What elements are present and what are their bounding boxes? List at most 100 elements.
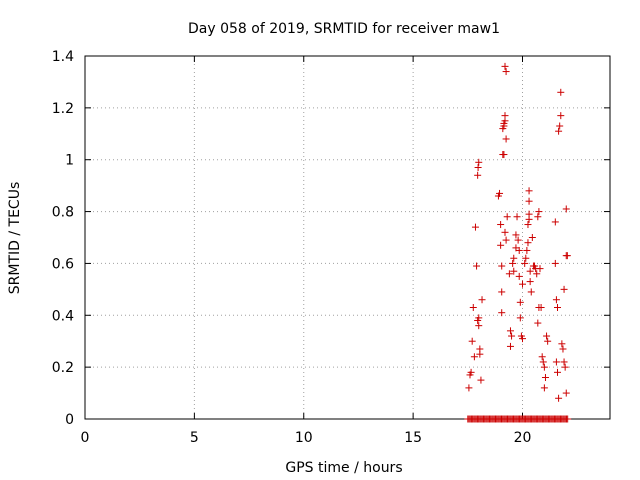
data-point — [552, 358, 560, 366]
data-point — [467, 368, 475, 376]
data-point — [537, 304, 545, 312]
data-point — [544, 337, 552, 345]
data-point — [528, 234, 536, 241]
data-point — [475, 158, 483, 166]
data-point — [538, 353, 546, 361]
data-point — [559, 345, 567, 353]
data-point — [502, 68, 510, 76]
data-point — [510, 267, 518, 275]
data-point — [551, 259, 559, 267]
grid-lines — [85, 56, 610, 419]
data-point — [554, 368, 561, 376]
data-point — [510, 254, 518, 262]
data-point — [496, 189, 504, 197]
y-tick-label: 0.8 — [52, 205, 74, 221]
axis-ticks: 0 0.2 0.4 0.6 0.8 1 1.2 1.4 0 5 10 15 20 — [52, 49, 610, 446]
data-point — [514, 236, 522, 244]
data-point — [503, 213, 511, 221]
data-points — [464, 62, 572, 423]
data-point — [523, 246, 531, 254]
data-point — [560, 285, 568, 293]
data-point — [552, 296, 560, 304]
data-point — [515, 246, 523, 254]
y-axis-label: SRMTID / TECUs — [7, 182, 23, 295]
data-point — [540, 384, 548, 392]
plot-frame — [84, 55, 611, 420]
data-point — [525, 197, 533, 205]
data-point — [469, 304, 477, 312]
data-point — [524, 221, 532, 229]
data-point — [512, 231, 520, 239]
data-point — [519, 335, 526, 343]
data-point — [536, 265, 544, 273]
data-point — [561, 363, 569, 371]
y-tick-label: 0 — [65, 412, 74, 428]
data-point — [477, 376, 485, 384]
data-point — [525, 187, 533, 195]
data-point — [474, 163, 482, 171]
y-tick-label: 0.6 — [52, 256, 74, 272]
data-point — [554, 304, 561, 312]
data-point — [498, 262, 506, 270]
data-point — [498, 309, 506, 317]
x-axis-label: GPS time / hours — [285, 460, 402, 476]
data-point — [513, 213, 521, 221]
data-point — [534, 319, 542, 327]
data-point — [516, 298, 524, 306]
data-point — [502, 236, 510, 244]
data-point — [543, 332, 551, 340]
data-point — [526, 278, 534, 286]
y-tick-label: 1.4 — [52, 49, 74, 65]
data-point — [516, 314, 524, 322]
data-point — [502, 135, 510, 143]
data-point — [497, 241, 505, 249]
data-point — [535, 208, 543, 216]
data-point — [555, 394, 563, 402]
data-point — [519, 280, 526, 288]
data-point — [465, 384, 473, 392]
data-point — [501, 117, 509, 125]
data-point — [557, 112, 565, 120]
data-point — [474, 171, 482, 179]
data-point — [497, 221, 505, 229]
data-point — [556, 122, 564, 130]
y-tick-label: 1 — [65, 153, 74, 169]
data-point — [506, 342, 514, 350]
x-tick-label: 0 — [81, 430, 90, 446]
y-tick-label: 1.2 — [52, 101, 74, 117]
data-point — [541, 374, 549, 382]
data-point — [470, 353, 478, 361]
data-point — [534, 213, 542, 221]
x-tick-label: 15 — [404, 430, 422, 446]
data-point — [506, 327, 514, 335]
data-point — [524, 239, 532, 247]
data-point — [475, 314, 483, 322]
data-point — [564, 415, 572, 423]
data-point — [563, 252, 571, 260]
data-point — [501, 62, 509, 70]
data-point — [560, 358, 568, 366]
data-point — [515, 272, 523, 280]
data-point — [525, 210, 533, 218]
data-point — [475, 322, 483, 330]
data-point — [509, 259, 517, 267]
chart-title: Day 058 of 2019, SRMTID for receiver maw… — [188, 21, 500, 37]
data-point — [562, 205, 570, 213]
data-point — [473, 262, 481, 270]
data-point — [527, 288, 535, 296]
data-point — [471, 223, 479, 231]
data-point — [508, 332, 516, 340]
data-point — [555, 127, 563, 135]
data-point — [540, 363, 548, 371]
data-point — [505, 270, 513, 278]
data-point — [551, 218, 559, 226]
data-point — [498, 288, 506, 296]
data-point — [522, 254, 530, 262]
y-tick-label: 0.2 — [52, 360, 74, 376]
y-tick-label: 0.4 — [52, 308, 74, 324]
x-tick-label: 5 — [190, 430, 199, 446]
data-point — [501, 228, 509, 236]
x-tick-label: 20 — [514, 430, 532, 446]
